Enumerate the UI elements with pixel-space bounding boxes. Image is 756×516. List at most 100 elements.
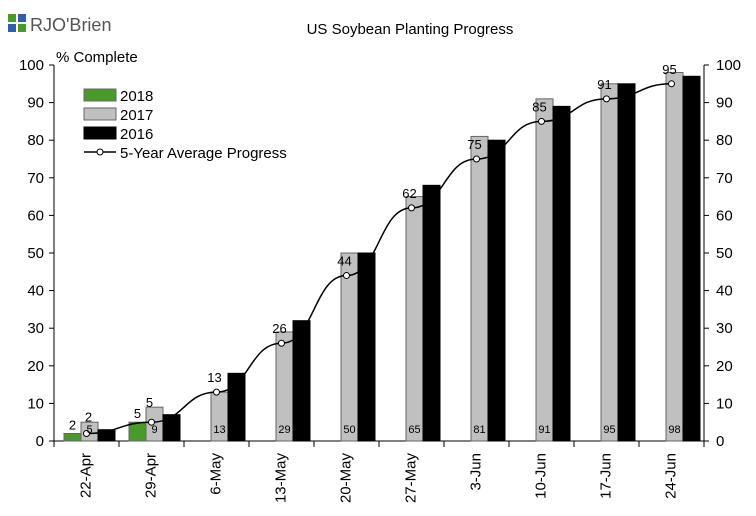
y-tick-label-left: 60: [27, 207, 44, 224]
bar-2016: [682, 75, 701, 442]
legend-label-2017: 2017: [120, 107, 153, 124]
logo-mark-green: [8, 14, 16, 22]
data-label-average: 2: [85, 409, 92, 424]
x-tick-label: 3-Jun: [468, 453, 485, 491]
data-label-average: 44: [337, 254, 351, 269]
data-label-2017: 65: [408, 424, 420, 436]
data-label-average: 91: [597, 77, 611, 92]
data-label-average: 5: [146, 395, 153, 410]
y-tick-label-right: 70: [716, 170, 733, 187]
y-tick-label-right: 100: [716, 57, 741, 74]
y-axis-left-ticks: 0 10 20 30 40 50 60 70 80 90 100: [19, 57, 54, 450]
data-label-2017: 91: [538, 424, 550, 436]
x-tick-label: 10-Jun: [533, 453, 550, 499]
data-label-2017: 95: [603, 424, 615, 436]
average-line: [83, 80, 675, 437]
x-tick-label: 17-Jun: [598, 453, 615, 499]
legend-label-2018: 2018: [120, 88, 153, 105]
average-point: [603, 95, 610, 103]
x-tick-label: 13-May: [273, 453, 290, 504]
data-label-2017: 5: [86, 424, 92, 436]
data-label-average: 13: [207, 370, 221, 385]
legend-swatch-2017: [83, 107, 117, 121]
bar-2016: [227, 372, 246, 442]
average-point: [343, 272, 350, 280]
y-tick-label-right: 50: [716, 245, 733, 262]
chart-title: US Soybean Planting Progress: [307, 21, 514, 38]
bar-2016: [422, 184, 441, 442]
y-tick-label-left: 20: [27, 358, 44, 375]
data-label-2018: 2: [69, 417, 76, 432]
data-label-average: 95: [662, 62, 676, 77]
bar-2018: [63, 432, 82, 442]
logo-mark-blue: [18, 14, 26, 22]
legend-swatch-2016: [83, 126, 117, 140]
y-tick-label-left: 10: [27, 395, 44, 412]
average-point: [473, 155, 480, 163]
data-label-average: 26: [272, 321, 286, 336]
y-tick-label-right: 10: [716, 395, 733, 412]
y-axis-right-ticks: 0 10 20 30 40 50 60 70 80 90 100: [704, 57, 741, 450]
bar-2016: [617, 83, 636, 442]
y-tick-label-left: 50: [27, 245, 44, 262]
y-tick-label-right: 0: [716, 433, 724, 450]
x-axis-ticks: 22-Apr 29-Apr 6-May 13-May 20-May 27-May 3-Jun…: [53, 441, 705, 504]
x-tick-label: 24-Jun: [663, 453, 680, 499]
y-tick-label-right: 20: [716, 358, 733, 375]
bar-2018: [128, 421, 147, 442]
y-tick-label-left: 100: [19, 57, 44, 74]
logo-text: RJO'Brien: [30, 15, 111, 35]
average-point: [148, 418, 155, 426]
y-tick-label-left: 30: [27, 320, 44, 337]
x-tick-label: 20-May: [338, 453, 355, 504]
y-tick-label-left: 80: [27, 132, 44, 149]
average-point: [668, 80, 675, 88]
y-axis-label: % Complete: [56, 49, 138, 66]
logo-mark-green-2: [18, 24, 26, 32]
legend-swatch-2018: [83, 88, 117, 102]
y-tick-label-left: 40: [27, 283, 44, 300]
x-tick-label: 22-Apr: [78, 453, 95, 498]
legend: 2018 2017 2016 5-Year Average Progress: [83, 88, 287, 162]
bar-2017: [535, 98, 554, 442]
average-point: [538, 117, 545, 125]
data-label-average: 75: [467, 137, 481, 152]
y-tick-label-right: 80: [716, 132, 733, 149]
legend-line-marker: [96, 148, 104, 156]
legend-label-5-Year Average Progress: 5-Year Average Progress: [120, 145, 287, 162]
bar-2017: [405, 196, 424, 442]
y-tick-label-left: 0: [36, 433, 44, 450]
bar-2016: [97, 429, 116, 442]
bar-2016: [552, 105, 571, 442]
y-tick-label-right: 30: [716, 320, 733, 337]
data-label-2017: 50: [343, 424, 355, 436]
y-tick-label-left: 90: [27, 95, 44, 112]
bar-2016: [292, 320, 311, 442]
average-line-path: [86, 83, 672, 435]
y-tick-label-right: 60: [716, 207, 733, 224]
y-tick-label-left: 70: [27, 170, 44, 187]
data-label-average: 85: [532, 99, 546, 114]
data-label-2017: 9: [151, 424, 157, 436]
x-tick-label: 29-Apr: [143, 453, 160, 498]
data-label-2017: 29: [278, 424, 290, 436]
data-label-2018: 5: [134, 406, 141, 421]
data-label-2017: 13: [213, 424, 225, 436]
bar-2017: [470, 135, 489, 442]
data-label-2017: 98: [668, 424, 680, 436]
average-point: [83, 429, 90, 437]
bar-2017: [340, 252, 359, 442]
rjobrien-logo: RJO'Brien: [8, 14, 111, 35]
bar-2017: [665, 72, 684, 442]
average-point: [213, 388, 220, 396]
bar-2016: [357, 252, 376, 442]
average-point: [278, 339, 285, 347]
bar-2016: [162, 414, 181, 442]
y-tick-label-right: 40: [716, 283, 733, 300]
y-tick-label-right: 90: [716, 95, 733, 112]
logo-mark-blue-2: [8, 24, 16, 32]
data-label-average: 62: [402, 186, 416, 201]
x-tick-label: 27-May: [403, 453, 420, 504]
